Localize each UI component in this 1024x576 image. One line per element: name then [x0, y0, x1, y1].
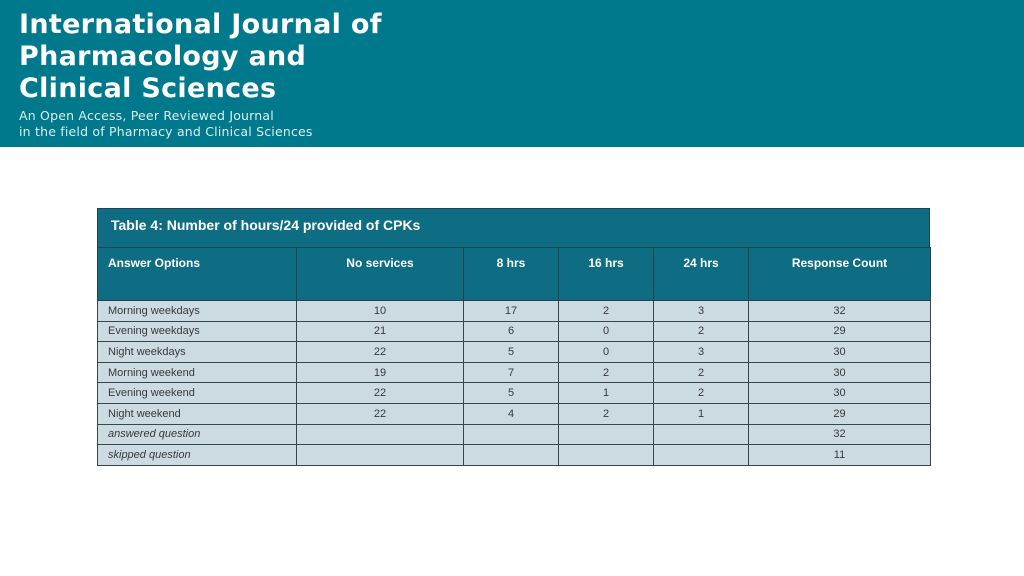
value-cell: 29 [748, 402, 931, 425]
table-row: answered question 32 [97, 423, 931, 446]
row-label-cell: Evening weekdays [97, 320, 297, 343]
value-cell: 2 [558, 402, 654, 425]
journal-subtitle-line-1: An Open Access, Peer Reviewed Journal [19, 108, 274, 123]
value-cell: 29 [748, 320, 931, 343]
table-row: Night weekdays 22 5 0 3 30 [97, 341, 931, 363]
hours-provided-table: Answer Options No services 8 hrs 16 hrs … [97, 247, 931, 466]
value-cell [558, 423, 654, 446]
value-cell: 3 [653, 341, 749, 363]
value-cell: 19 [296, 361, 464, 384]
value-cell [296, 444, 464, 466]
column-header-24hrs: 24 hrs [653, 247, 749, 301]
value-cell [463, 444, 559, 466]
value-cell: 30 [748, 361, 931, 384]
journal-title: International Journal of Pharmacology an… [19, 9, 1024, 105]
value-cell: 17 [463, 300, 559, 322]
value-cell: 21 [296, 320, 464, 343]
value-cell: 30 [748, 341, 931, 363]
value-cell: 30 [748, 382, 931, 404]
row-label-cell: Evening weekend [97, 382, 297, 404]
value-cell: 5 [463, 341, 559, 363]
value-cell [558, 444, 654, 466]
journal-subtitle: An Open Access, Peer Reviewed Journal in… [19, 108, 1024, 139]
value-cell: 22 [296, 402, 464, 425]
table-header-row: Answer Options No services 8 hrs 16 hrs … [97, 247, 931, 301]
column-header-answer-options: Answer Options [97, 247, 297, 301]
value-cell [653, 444, 749, 466]
row-label-cell: Night weekend [97, 402, 297, 425]
column-header-8hrs: 8 hrs [463, 247, 559, 301]
row-label-cell: Night weekdays [97, 341, 297, 363]
journal-subtitle-line-2: in the field of Pharmacy and Clinical Sc… [19, 123, 313, 139]
column-header-16hrs: 16 hrs [558, 247, 654, 301]
journal-title-line-3: Clinical Sciences [19, 73, 277, 104]
value-cell: 4 [463, 402, 559, 425]
value-cell: 22 [296, 382, 464, 404]
value-cell: 1 [558, 382, 654, 404]
value-cell [463, 423, 559, 446]
column-header-response-count: Response Count [748, 247, 931, 301]
value-cell: 32 [748, 300, 931, 322]
table-row: Evening weekend 22 5 1 2 30 [97, 382, 931, 404]
row-label-cell: answered question [97, 423, 297, 446]
value-cell: 32 [748, 423, 931, 446]
value-cell [296, 423, 464, 446]
journal-title-line-2: Pharmacology and [19, 41, 307, 72]
journal-title-line-1: International Journal of [19, 9, 382, 40]
value-cell: 2 [558, 361, 654, 384]
table-row: Morning weekdays 10 17 2 3 32 [97, 300, 931, 322]
value-cell: 2 [653, 320, 749, 343]
table4-container: Table 4: Number of hours/24 provided of … [97, 208, 931, 466]
value-cell: 0 [558, 341, 654, 363]
table-row: skipped question 11 [97, 444, 931, 466]
row-label-cell: Morning weekdays [97, 300, 297, 322]
value-cell: 11 [748, 444, 931, 466]
value-cell: 6 [463, 320, 559, 343]
table-row: Evening weekdays 21 6 0 2 29 [97, 320, 931, 343]
value-cell: 22 [296, 341, 464, 363]
column-header-no-services: No services [296, 247, 464, 301]
value-cell: 3 [653, 300, 749, 322]
value-cell: 7 [463, 361, 559, 384]
table-row: Morning weekend 19 7 2 2 30 [97, 361, 931, 384]
value-cell: 2 [653, 361, 749, 384]
table-row: Night weekend 22 4 2 1 29 [97, 402, 931, 425]
table-body: Morning weekdays 10 17 2 3 32 Evening weekdays… [97, 300, 931, 466]
value-cell: 2 [558, 300, 654, 322]
value-cell [653, 423, 749, 446]
row-label-cell: Morning weekend [97, 361, 297, 384]
value-cell: 2 [653, 382, 749, 404]
journal-banner: International Journal of Pharmacology an… [0, 0, 1024, 147]
value-cell: 1 [653, 402, 749, 425]
row-label-cell: skipped question [97, 444, 297, 466]
value-cell: 0 [558, 320, 654, 343]
table-title: Table 4: Number of hours/24 provided of … [97, 208, 930, 247]
value-cell: 10 [296, 300, 464, 322]
value-cell: 5 [463, 382, 559, 404]
